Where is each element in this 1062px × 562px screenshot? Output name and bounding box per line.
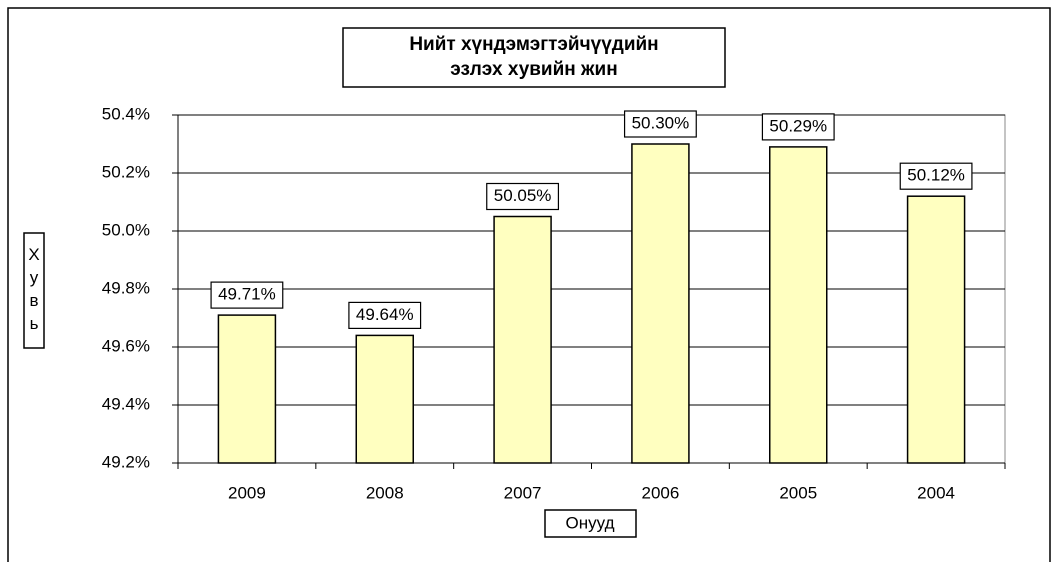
- data-label: 50.05%: [494, 186, 552, 205]
- bar: [631, 143, 690, 464]
- chart-title: Нийт хүндэмэгтэйчүүдийн: [409, 34, 658, 55]
- data-label-box: [348, 301, 422, 329]
- data-label: 50.30%: [632, 113, 690, 132]
- chart-frame: [7, 7, 1051, 562]
- data-label-box: [623, 110, 697, 138]
- y-tick-label: 49.4%: [102, 394, 150, 413]
- data-label-box: [210, 281, 284, 309]
- data-label-box: [486, 182, 560, 211]
- y-tick-label: 50.2%: [102, 162, 150, 181]
- x-tick-label: 2008: [366, 483, 404, 502]
- x-tick-label: 2007: [504, 483, 542, 502]
- y-tick-label: 50.4%: [102, 104, 150, 123]
- y-tick-label: 49.2%: [102, 452, 150, 471]
- x-tick-label: 2009: [228, 483, 266, 502]
- y-tick-label: 49.6%: [102, 336, 150, 355]
- data-label-box: [761, 113, 835, 141]
- y-tick-label: 49.8%: [102, 278, 150, 297]
- bar: [906, 195, 966, 464]
- data-label: 49.64%: [356, 305, 414, 324]
- title-box: [342, 27, 726, 88]
- chart-title: эзлэх хувийн жин: [450, 59, 617, 80]
- x-tick-label: 2005: [779, 483, 817, 502]
- y-tick-label: 50.0%: [102, 220, 150, 239]
- data-label: 50.29%: [769, 116, 827, 135]
- bar: [769, 146, 828, 464]
- bar: [217, 314, 277, 464]
- y-label-box: [23, 232, 45, 349]
- bar: [493, 215, 552, 464]
- x-label-box: [544, 509, 637, 538]
- data-label-box: [899, 162, 973, 190]
- data-label: 49.71%: [218, 285, 276, 304]
- x-axis-label: Онууд: [566, 513, 615, 532]
- x-tick-label: 2004: [917, 483, 955, 502]
- x-tick-label: 2006: [642, 483, 680, 502]
- y-axis-label: Хувь: [25, 245, 44, 337]
- bar: [355, 334, 414, 464]
- data-label: 50.12%: [907, 166, 965, 185]
